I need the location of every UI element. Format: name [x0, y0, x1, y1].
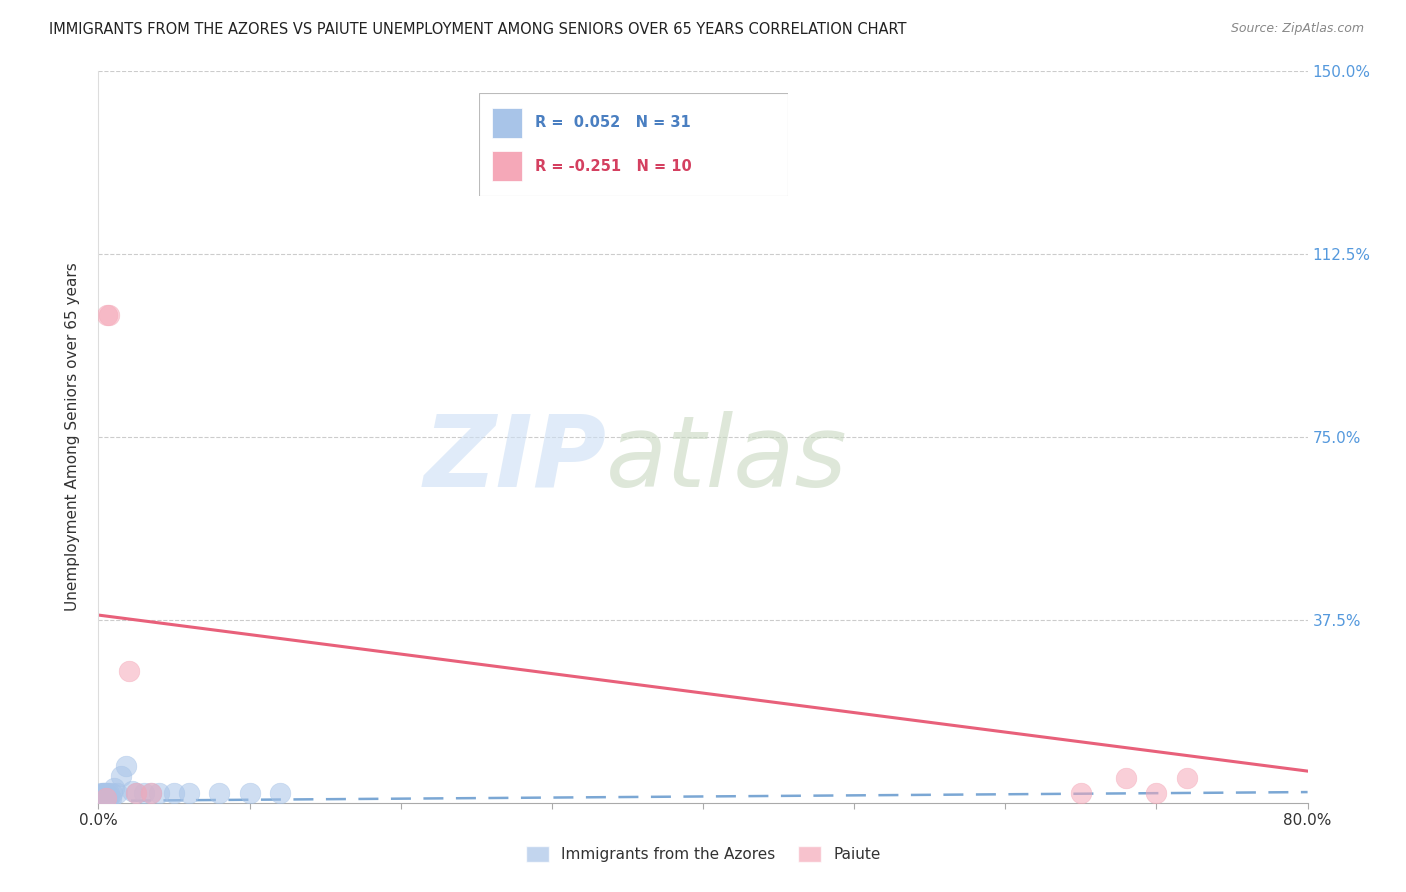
Point	[94, 786, 117, 800]
Point	[96, 791, 118, 805]
Text: IMMIGRANTS FROM THE AZORES VS PAIUTE UNEMPLOYMENT AMONG SENIORS OVER 65 YEARS CO: IMMIGRANTS FROM THE AZORES VS PAIUTE UNE…	[49, 22, 907, 37]
Point	[89, 791, 111, 805]
Y-axis label: Unemployment Among Seniors over 65 years: Unemployment Among Seniors over 65 years	[65, 263, 80, 611]
Legend: Immigrants from the Azores, Paiute: Immigrants from the Azores, Paiute	[519, 840, 887, 868]
Point	[148, 786, 170, 800]
Point	[132, 786, 155, 800]
Point	[94, 791, 117, 805]
Point	[114, 759, 136, 773]
Point	[121, 783, 143, 797]
Point	[105, 786, 128, 800]
Point	[179, 786, 201, 800]
Point	[110, 769, 132, 783]
Point	[239, 786, 262, 800]
Point	[1144, 786, 1167, 800]
Point	[1115, 772, 1137, 786]
Point	[103, 781, 125, 796]
Point	[96, 786, 118, 800]
Point	[269, 786, 291, 800]
Point	[125, 786, 148, 800]
Point	[100, 791, 122, 805]
Point	[98, 786, 121, 800]
Point	[93, 786, 115, 800]
Point	[93, 786, 115, 800]
Point	[101, 786, 124, 800]
Point	[91, 786, 114, 800]
Point	[96, 308, 118, 322]
Point	[93, 791, 115, 805]
Point	[1175, 772, 1198, 786]
Point	[208, 786, 231, 800]
Point	[141, 786, 163, 800]
Point	[94, 791, 117, 805]
Text: atlas: atlas	[606, 410, 848, 508]
Point	[90, 791, 112, 805]
Point	[90, 786, 112, 800]
Point	[91, 791, 114, 805]
Point	[118, 664, 141, 678]
Text: Source: ZipAtlas.com: Source: ZipAtlas.com	[1230, 22, 1364, 36]
Point	[1070, 786, 1092, 800]
Point	[98, 791, 121, 805]
Text: ZIP: ZIP	[423, 410, 606, 508]
Point	[141, 786, 163, 800]
Point	[125, 786, 148, 800]
Point	[91, 791, 114, 805]
Point	[98, 308, 121, 322]
Point	[163, 786, 186, 800]
